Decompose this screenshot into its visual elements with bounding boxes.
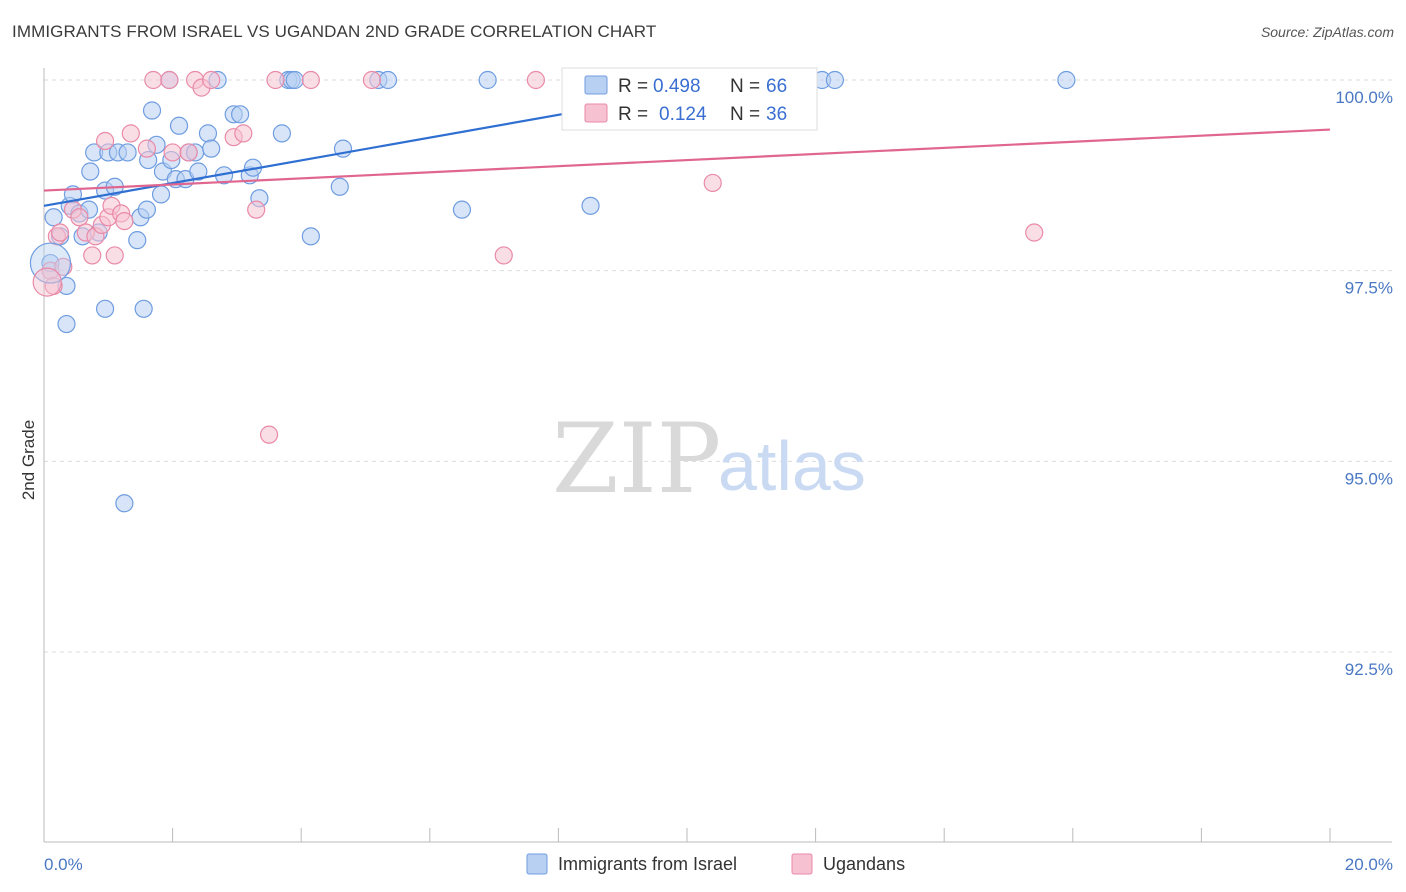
point-ugandans	[526, 70, 545, 90]
point-israel	[1057, 70, 1076, 90]
point-ugandans	[362, 70, 382, 90]
point-israel	[825, 70, 844, 90]
point-ugandans	[121, 124, 140, 143]
axes-layer	[43, 68, 1392, 843]
point-ugandans	[247, 200, 266, 219]
stats-r-label-israel: R =	[618, 76, 648, 97]
point-ugandans	[163, 143, 182, 162]
point-israel	[272, 124, 292, 143]
point-ugandans	[1025, 223, 1044, 242]
point-israel	[202, 139, 221, 158]
point-ugandans	[137, 139, 156, 158]
point-ugandans	[494, 246, 513, 265]
tick-labels: 100.0% 97.5% 95.0% 92.5% 0.0% 20.0%	[44, 88, 1393, 874]
point-ugandans	[95, 131, 115, 151]
legend-label-israel: Immigrants from Israel	[558, 854, 737, 874]
point-ugandans	[202, 70, 221, 90]
watermark-atlas: atlas	[718, 427, 866, 505]
point-ugandans	[50, 223, 70, 242]
point-ugandans	[234, 124, 253, 143]
point-israel-large	[29, 242, 72, 284]
point-israel	[198, 124, 218, 143]
y-tick-label: 100.0%	[1335, 88, 1393, 107]
watermark: ZIP atlas	[552, 403, 866, 515]
trend-line-ugandans	[43, 128, 1331, 192]
y-tick-label: 92.5%	[1345, 660, 1393, 679]
source-credit: Source: ZipAtlas.com	[1260, 24, 1394, 40]
x-tick-label: 20.0%	[1345, 855, 1393, 874]
watermark-zip: ZIP	[552, 403, 721, 515]
point-ugandans	[703, 173, 722, 193]
point-israel	[189, 162, 208, 181]
point-israel	[57, 314, 76, 334]
point-ugandans	[83, 246, 102, 265]
point-israel	[118, 143, 137, 162]
x-tick-label: 0.0%	[44, 855, 83, 874]
stats-r-value-ugandans: 0.124	[659, 104, 707, 125]
point-israel	[137, 200, 156, 219]
legend-swatch-ugandans	[791, 853, 813, 875]
y-axis-label: 2nd Grade	[19, 420, 38, 500]
point-ugandans	[179, 143, 198, 162]
point-ugandans	[266, 70, 285, 90]
stats-swatch-ugandans	[584, 103, 608, 123]
point-ugandans	[160, 70, 179, 90]
stats-box: R = 0.498 N = 66 R = 0.124 N = 36	[561, 67, 818, 131]
point-israel	[95, 299, 115, 318]
point-israel	[44, 208, 63, 227]
point-israel	[169, 116, 189, 135]
point-israel	[231, 105, 250, 124]
point-ugandans	[144, 70, 163, 90]
legend-label-ugandans: Ugandans	[823, 854, 905, 874]
point-israel	[134, 299, 153, 318]
stats-n-label-ugandans: N =	[730, 104, 760, 125]
point-israel	[452, 200, 472, 219]
point-ugandans	[54, 257, 73, 276]
y-tick-label: 97.5%	[1345, 279, 1393, 298]
point-israel	[142, 101, 162, 120]
legend-swatch-israel	[526, 853, 548, 875]
point-ugandans-large	[32, 267, 62, 297]
stats-n-value-ugandans: 36	[766, 104, 787, 125]
point-israel	[151, 185, 171, 204]
stats-r-value-israel: 0.498	[653, 76, 701, 97]
point-israel	[285, 70, 304, 90]
stats-n-label-israel: N =	[730, 76, 760, 97]
point-israel	[478, 70, 497, 90]
legend: Immigrants from Israel Ugandans	[526, 853, 905, 875]
y-tick-label: 95.0%	[1345, 469, 1393, 488]
point-israel	[378, 70, 398, 90]
point-israel	[115, 494, 134, 513]
point-israel	[581, 196, 600, 215]
chart-title: IMMIGRANTS FROM ISRAEL VS UGANDAN 2ND GR…	[12, 22, 657, 41]
stats-n-value-israel: 66	[766, 76, 787, 97]
point-ugandans	[105, 246, 124, 265]
point-israel	[128, 231, 147, 250]
stats-swatch-israel	[584, 75, 608, 95]
point-ugandans	[259, 425, 279, 444]
point-israel	[330, 177, 349, 196]
point-ugandans	[70, 208, 89, 227]
point-israel	[301, 227, 320, 246]
stats-r-label-ugandans: R =	[618, 104, 648, 125]
point-ugandans	[301, 70, 320, 90]
point-ugandans	[115, 211, 134, 231]
point-israel	[81, 162, 100, 181]
